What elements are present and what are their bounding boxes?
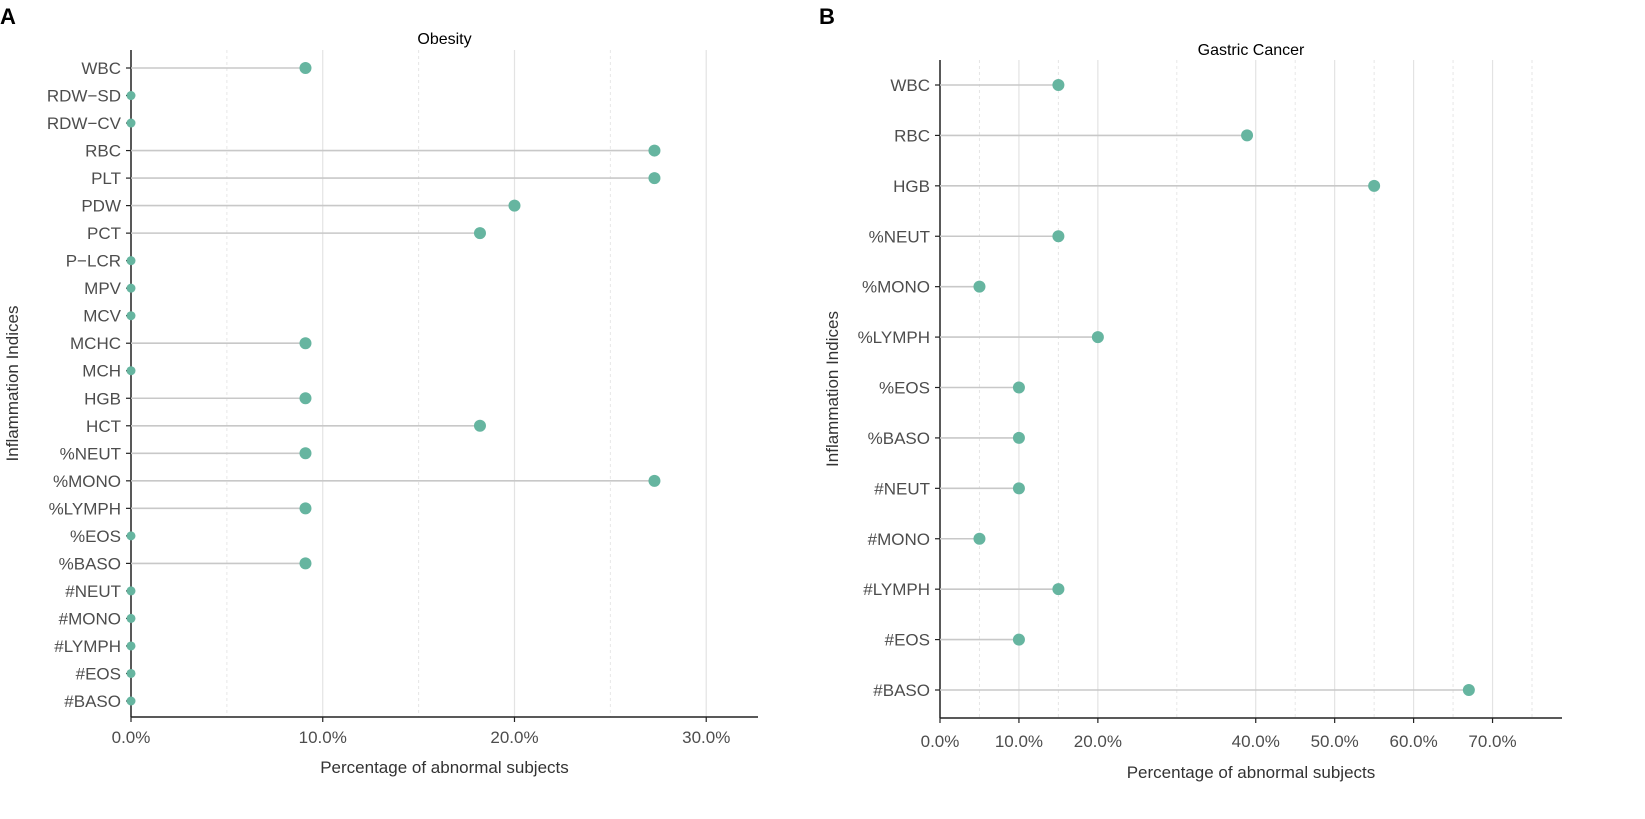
- panel-b-x-tick-label: 60.0%: [1390, 732, 1438, 751]
- panel-a-category-label: #MONO: [59, 609, 121, 628]
- panel-b-category-label: RBC: [894, 126, 930, 145]
- panel-a-category-label: RDW−SD: [47, 87, 121, 106]
- panel-b-category-label: #EOS: [885, 631, 930, 650]
- panel-b-lollipop-dot: [1462, 684, 1475, 696]
- panel-b-category-label: WBC: [890, 76, 930, 95]
- panel-a-category-label: PDW: [81, 197, 121, 216]
- panel-b-x-tick-label: 0.0%: [921, 732, 960, 751]
- panel-a-lollipop-dot: [126, 118, 136, 128]
- panel-a-lollipop-dot: [648, 144, 661, 157]
- panel-b-lollipop-dot: [1052, 583, 1065, 596]
- panel-b-lollipop-dot: [973, 280, 986, 293]
- panel-b-x-tick-label: 70.0%: [1468, 732, 1516, 751]
- panel-b-category-label: %LYMPH: [858, 328, 930, 347]
- panel-b-lollipop-dot: [973, 532, 986, 545]
- panel-a-lollipop-dot: [299, 502, 312, 515]
- panel-a-x-axis-title: Percentage of abnormal subjects: [320, 758, 569, 777]
- panel-b-category-label: HGB: [893, 177, 930, 196]
- panel-a-lollipop-dot: [126, 256, 136, 266]
- panel-b-x-axis-title: Percentage of abnormal subjects: [1127, 763, 1376, 782]
- panel-b-y-axis-title: Inflammation Indices: [823, 311, 842, 467]
- panel-a-lollipop-dot: [126, 613, 136, 623]
- panel-b-lollipop-dot: [1368, 179, 1381, 192]
- panel-a-letter: A: [0, 4, 16, 29]
- panel-b-x-tick-label: 40.0%: [1232, 732, 1280, 751]
- panel-a-category-label: %BASO: [59, 554, 121, 573]
- panel-b-category-label: #NEUT: [874, 479, 930, 498]
- panel-b-category-label: #MONO: [868, 530, 930, 549]
- panel-b-x-tick-label: 20.0%: [1074, 732, 1122, 751]
- panel-a-category-label: #NEUT: [65, 582, 121, 601]
- panel-a-x-tick-label: 30.0%: [682, 728, 730, 747]
- panel-a-category-label: %NEUT: [60, 444, 121, 463]
- panel-b-category-label: %NEUT: [869, 227, 930, 246]
- panel-b-lollipop-dot: [1012, 482, 1025, 495]
- panel-a-lollipop-dot: [126, 283, 136, 293]
- panel-b-category-label: %MONO: [862, 278, 930, 297]
- panel-a-lollipop-dot: [299, 62, 312, 74]
- panel-a-x-tick-label: 0.0%: [112, 728, 151, 747]
- panel-a-lollipop-dot: [126, 696, 136, 706]
- panel-a-x-tick-label: 20.0%: [490, 728, 538, 747]
- panel-a-category-label: PCT: [87, 224, 121, 243]
- panel-a-lollipop-dot: [648, 172, 661, 185]
- panel-b-lollipop-dot: [1241, 129, 1254, 142]
- panel-b-lollipop-dot: [1052, 230, 1065, 243]
- panel-a-x-tick-label: 10.0%: [299, 728, 347, 747]
- panel-b-lollipop-dot: [1012, 633, 1025, 646]
- panel-a-category-label: PLT: [91, 169, 121, 188]
- panel-a-category-label: #BASO: [64, 692, 121, 711]
- panel-a-category-label: P−LCR: [66, 252, 121, 271]
- panel-b-category-label: %BASO: [868, 429, 930, 448]
- panel-b-title: Gastric Cancer: [1198, 42, 1305, 59]
- panel-b-category-label: %EOS: [879, 379, 930, 398]
- panel-a-lollipop-dot: [508, 199, 521, 212]
- panel-a-category-label: #LYMPH: [54, 637, 121, 656]
- panel-a-category-label: %MONO: [53, 472, 121, 491]
- panel-a-lollipop-dot: [126, 668, 136, 678]
- panel-a-category-label: MCHC: [70, 334, 121, 353]
- panel-b-category-label: #BASO: [873, 681, 930, 700]
- panel-a-lollipop-dot: [126, 641, 136, 651]
- panel-a-category-label: %LYMPH: [49, 499, 121, 518]
- panel-a-lollipop-dot: [473, 227, 486, 240]
- panel-a-lollipop-dot: [473, 419, 486, 432]
- panel-b-letter: B: [819, 4, 835, 29]
- panel-a-category-label: RBC: [85, 142, 121, 161]
- panel-a-lollipop-dot: [299, 392, 312, 405]
- panel-a-category-label: MPV: [84, 279, 122, 298]
- panel-b-lollipop-dot: [1091, 331, 1104, 344]
- panel-a-lollipop-dot: [299, 557, 312, 570]
- panel-a-lollipop-dot: [299, 447, 312, 460]
- panel-b-lollipop-dot: [1052, 79, 1065, 91]
- panel-a-y-axis-title: Inflammation Indices: [3, 306, 22, 462]
- panel-a-lollipop-dot: [126, 531, 136, 541]
- panel-a-category-label: MCH: [82, 362, 121, 381]
- panel-a-category-label: #EOS: [76, 664, 121, 683]
- panel-a-lollipop-dot: [126, 586, 136, 596]
- panel-a-category-label: WBC: [81, 59, 121, 78]
- panel-a-lollipop-dot: [299, 337, 312, 350]
- panel-a-title: Obesity: [417, 31, 471, 48]
- panel-a-category-label: RDW−CV: [47, 114, 122, 133]
- panel-a-category-label: HGB: [84, 389, 121, 408]
- panel-b-category-label: #LYMPH: [863, 580, 930, 599]
- panel-a-category-label: MCV: [83, 307, 121, 326]
- panel-a-lollipop-dot: [648, 474, 661, 487]
- panel-b-x-tick-label: 10.0%: [995, 732, 1043, 751]
- panel-b-x-tick-label: 50.0%: [1311, 732, 1359, 751]
- panel-b-lollipop-dot: [1012, 431, 1025, 444]
- panel-a-category-label: HCT: [86, 417, 121, 436]
- panel-b-lollipop-dot: [1012, 381, 1025, 394]
- panel-a-lollipop-dot: [126, 311, 136, 321]
- panel-a-lollipop-dot: [126, 91, 136, 101]
- panel-a-category-label: %EOS: [70, 527, 121, 546]
- panel-a-lollipop-dot: [126, 366, 136, 376]
